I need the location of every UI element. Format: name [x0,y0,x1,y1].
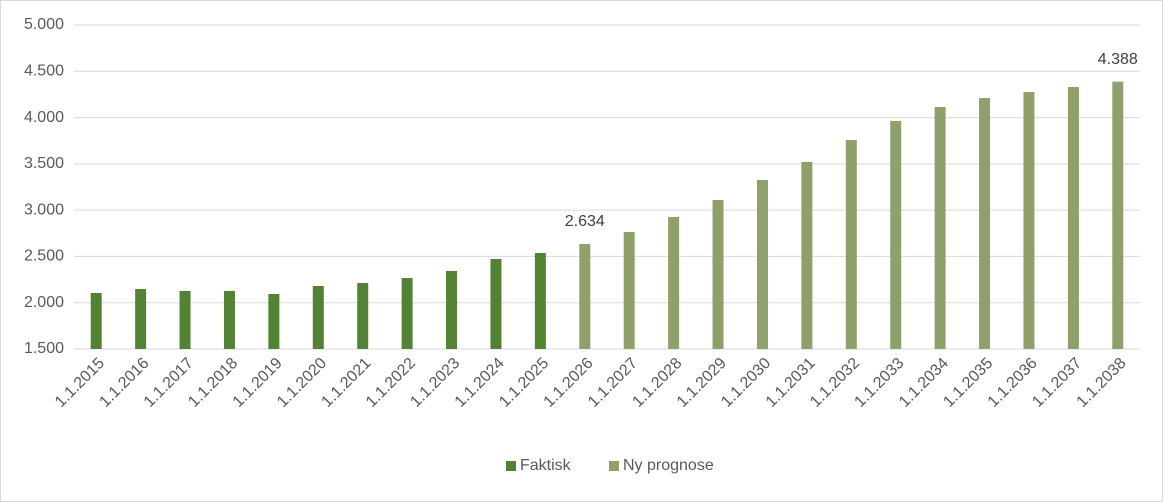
bar [135,289,147,349]
y-tick-label: 1.500 [24,340,64,357]
bar [534,253,546,349]
bar [90,292,102,349]
legend-swatch [609,461,619,471]
bar [1112,81,1124,349]
bar [934,107,946,350]
bar [845,139,857,349]
bar [712,199,724,349]
bar [490,259,502,349]
legend-swatch [506,461,516,471]
bar [979,98,991,350]
y-tick-label: 3.000 [24,201,64,218]
bar [268,294,280,349]
bar [756,179,768,349]
bar [446,270,458,349]
bar [357,282,369,349]
bar [223,290,235,349]
y-tick-label: 4.000 [24,109,64,126]
data-label: 2.634 [565,213,605,230]
bar [890,120,902,349]
bar [623,231,635,349]
y-tick-label: 4.500 [24,63,64,80]
bar [579,244,591,349]
legend-label: Ny prognose [623,457,714,474]
bar [401,277,413,349]
data-label: 4.388 [1098,51,1138,68]
y-tick-label: 5.000 [24,16,64,33]
bar [1023,92,1035,349]
bar [312,285,324,349]
y-tick-label: 2.000 [24,294,64,311]
legend-label: Faktisk [520,457,572,474]
bar [179,290,191,349]
y-tick-label: 2.500 [24,248,64,265]
bar [801,162,813,349]
y-tick-label: 3.500 [24,155,64,172]
bar [668,216,680,349]
bar [1067,87,1079,349]
